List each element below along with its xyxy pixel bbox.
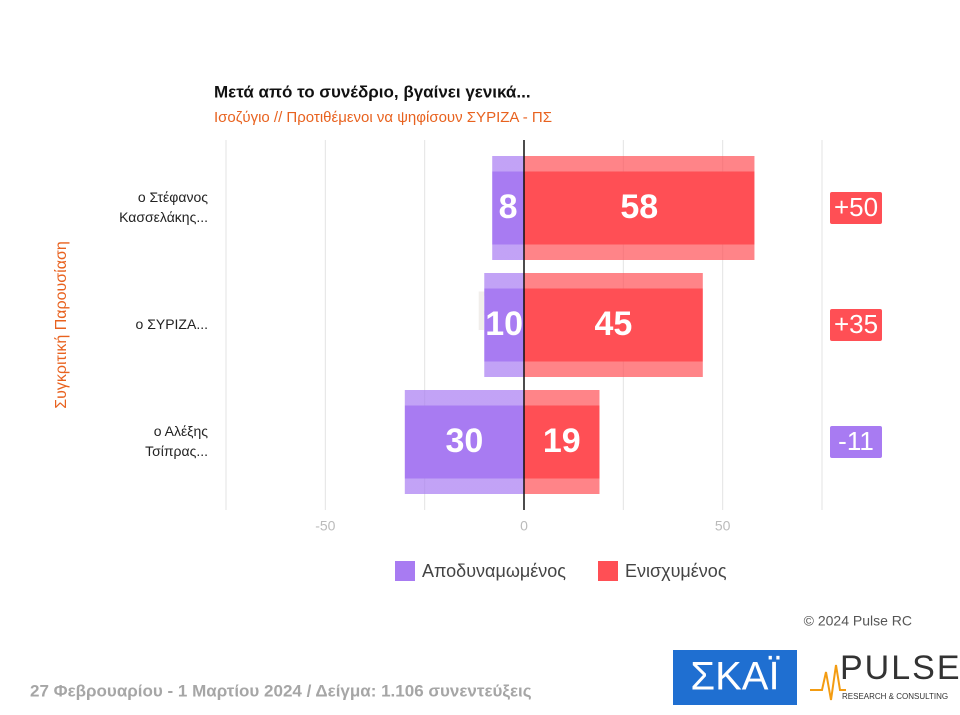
pulse-logo-text: PULSE xyxy=(840,649,960,687)
net-label: +50 xyxy=(834,192,878,222)
bar xyxy=(524,390,600,494)
bar xyxy=(524,273,703,377)
category-label: ο Στέφανος Κασσελάκης... xyxy=(119,189,208,225)
net-label: -11 xyxy=(838,426,874,456)
bar xyxy=(404,390,524,494)
chart-title: Μετά από το συνέδριο, βγαίνει γενικά... xyxy=(214,82,531,101)
net-box xyxy=(830,192,882,224)
bar xyxy=(524,156,755,260)
skai-logo xyxy=(673,650,797,705)
net-box xyxy=(830,426,882,458)
legend-swatch xyxy=(395,561,415,581)
bar xyxy=(492,156,524,260)
value-label: 30 xyxy=(445,422,483,460)
category-label: ο Αλέξης Τσίπρας... xyxy=(145,423,208,459)
net-label: +35 xyxy=(834,309,878,339)
pulse-logo-mark xyxy=(810,664,846,701)
chart-subtitle: Ισοζύγιο // Προτιθέμενοι να ψηφίσουν ΣΥΡ… xyxy=(214,109,552,126)
legend-swatch xyxy=(598,561,618,581)
value-label: 58 xyxy=(620,188,658,226)
skai-logo-text: ΣΚΑΪ xyxy=(690,655,780,699)
x-tick-label: -50 xyxy=(315,518,335,534)
value-label: 10 xyxy=(485,305,523,343)
value-label: 45 xyxy=(594,305,632,343)
x-tick-label: 0 xyxy=(520,518,528,534)
value-label: 8 xyxy=(499,188,518,226)
category-label: ο ΣΥΡΙΖΑ... xyxy=(136,316,208,332)
bar xyxy=(484,273,524,377)
x-tick-label: 50 xyxy=(715,518,731,534)
legend-label: Αποδυναμωμένος xyxy=(422,561,566,581)
legend-label: Ενισχυμένος xyxy=(625,561,727,581)
copyright: © 2024 Pulse RC xyxy=(804,613,912,629)
net-box xyxy=(830,309,882,341)
footer: 27 Φεβρουαρίου - 1 Μαρτίου 2024 / Δείγμα… xyxy=(30,681,532,700)
pulse-logo-sub: RESEARCH & CONSULTING xyxy=(842,692,948,701)
y-axis-label: Συγκριτική Παρουσίαση xyxy=(53,241,70,409)
value-label: 19 xyxy=(543,422,581,460)
